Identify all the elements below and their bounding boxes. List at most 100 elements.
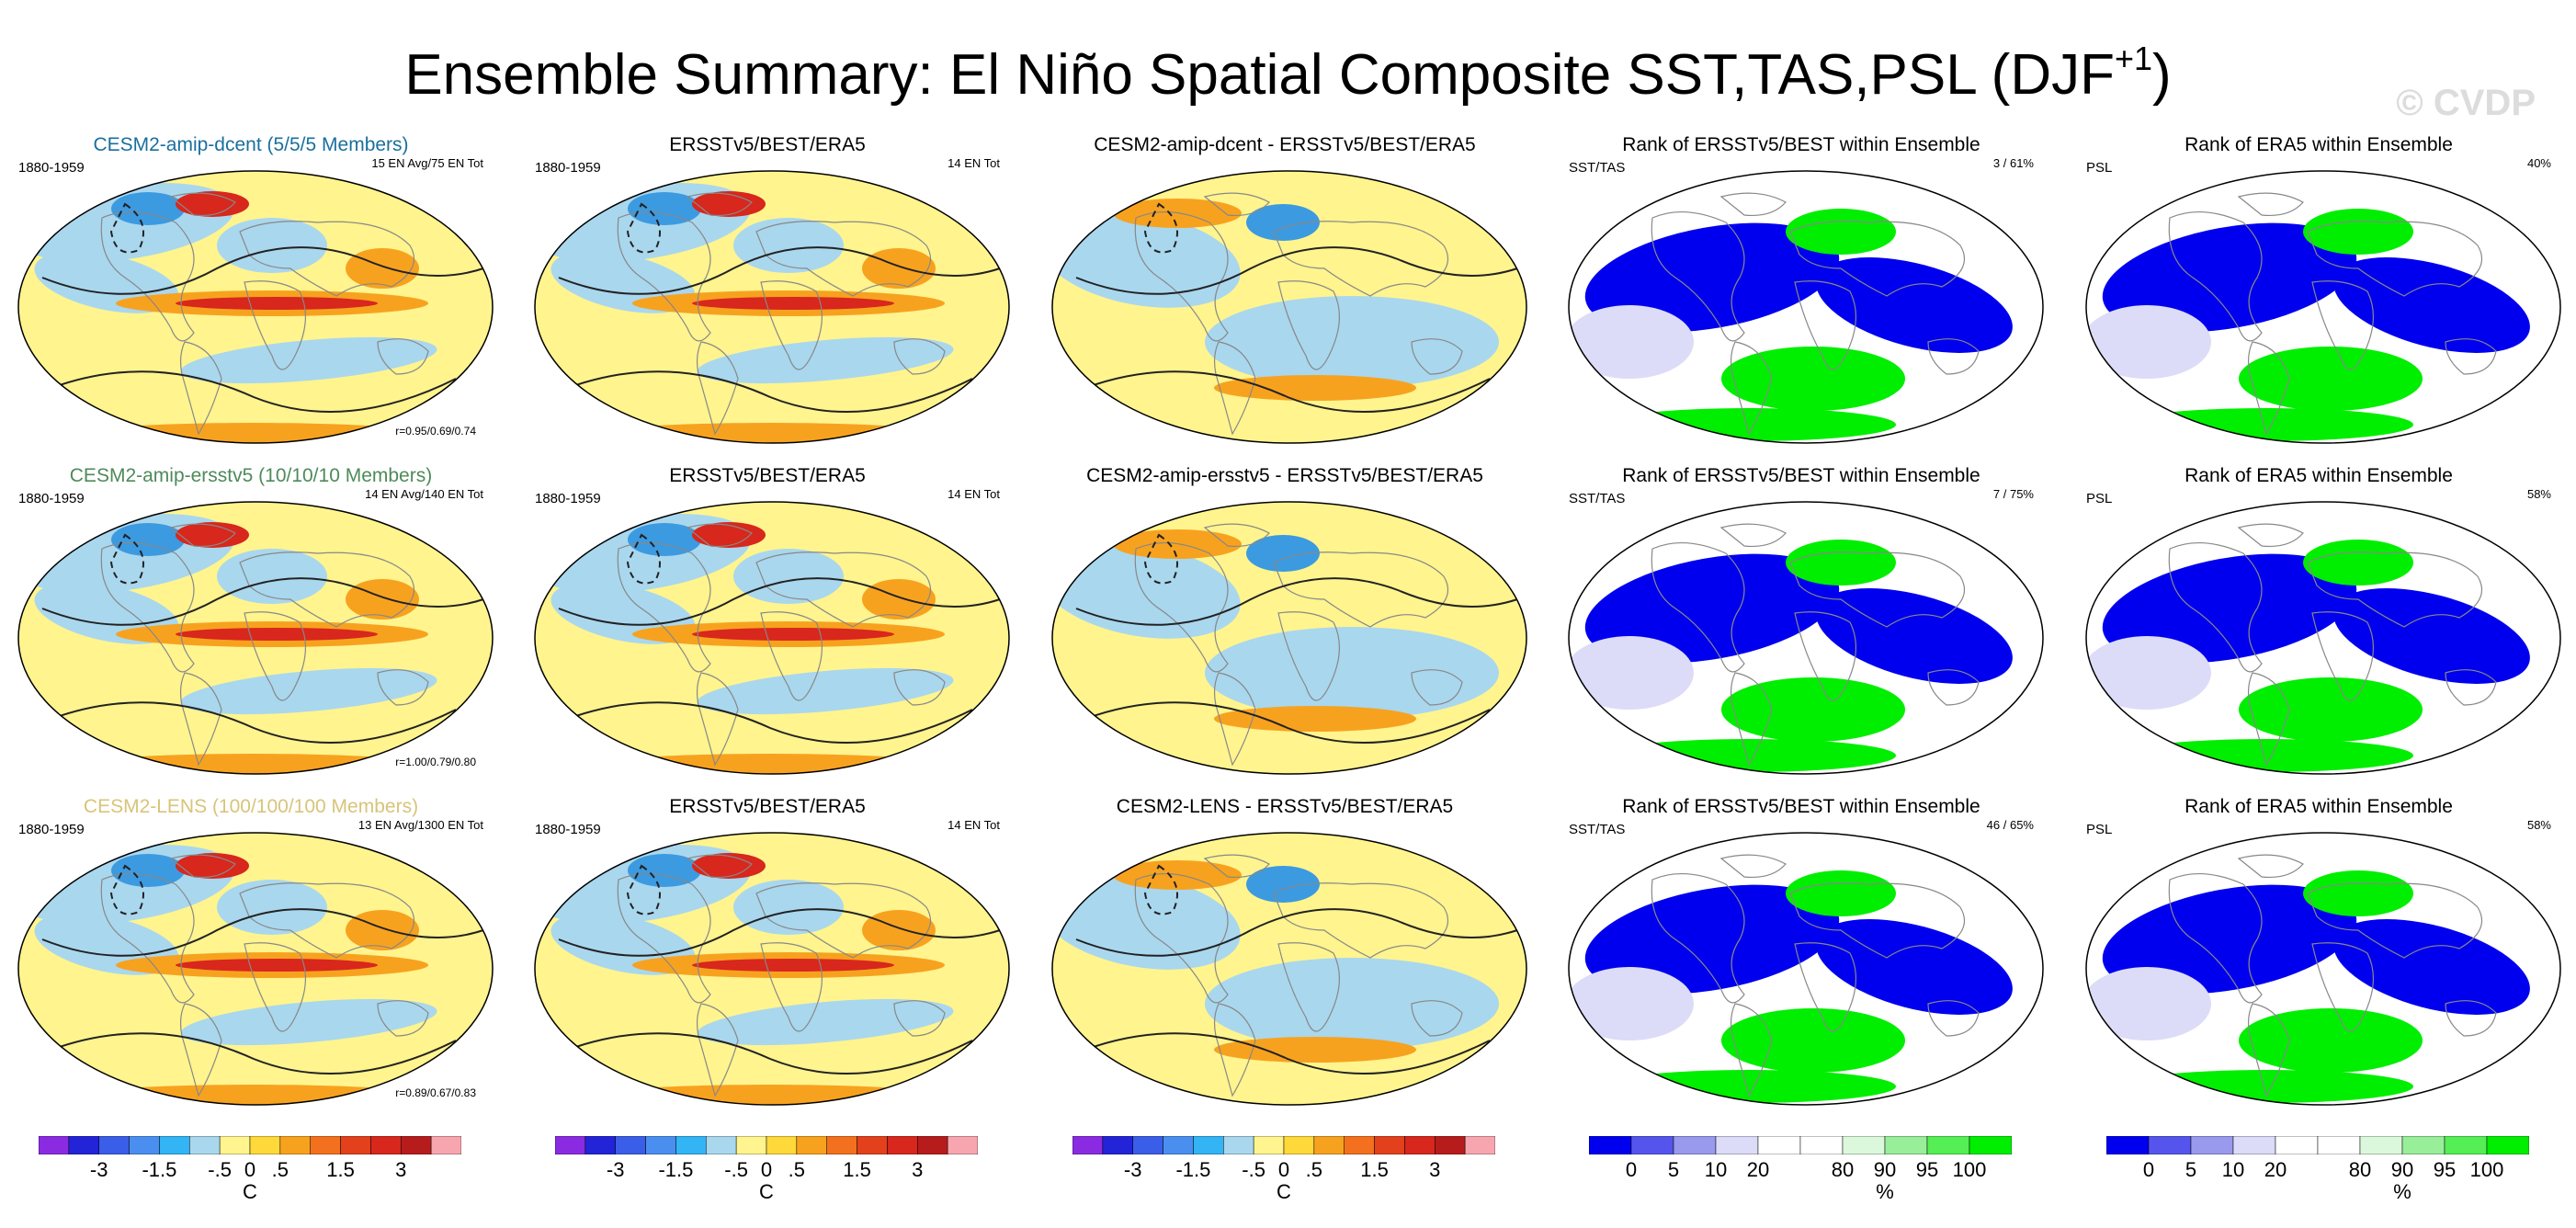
colorbar: -3 -1.5 -.5 0 .5 1.5 3 C	[38, 1135, 480, 1206]
colorbar-tick-label: -.5	[208, 1158, 232, 1181]
map-border	[534, 832, 1010, 1106]
panel-period: 1880-1959	[535, 491, 601, 506]
rank-mid-low-region	[2086, 636, 2211, 710]
panel-title: CESM2-amip-dcent (5/5/5 Members)	[93, 134, 409, 155]
colorbar-swatch	[159, 1135, 190, 1155]
warm-anomaly-indian	[862, 248, 936, 289]
colorbar-swatch	[1715, 1135, 1759, 1155]
colorbar-unit: C	[759, 1180, 774, 1203]
panel-title: Rank of ERSSTv5/BEST within Ensemble	[1622, 796, 1980, 817]
panel-period: PSL	[2086, 822, 2113, 837]
cool-anomaly-north-atlantic	[733, 549, 844, 604]
rank-low-region-east	[1816, 257, 2013, 353]
colorbar-tick-label: 80	[1831, 1158, 1855, 1181]
colorbar-unit: C	[243, 1180, 257, 1203]
rank-low-region	[2102, 553, 2357, 664]
continent-outline	[755, 221, 931, 297]
map-area	[531, 167, 1013, 447]
continent-outline	[1794, 280, 1857, 370]
continent-outline	[1203, 854, 1270, 879]
continent-outline	[1719, 854, 1787, 879]
continent-outline	[2445, 669, 2497, 706]
psl-contour	[558, 908, 1001, 957]
continent-outline	[1203, 523, 1270, 548]
colorbar-swatch	[2148, 1135, 2192, 1155]
strong-negative-difference	[1246, 535, 1320, 572]
cool-anomaly-south-pacific	[180, 998, 437, 1046]
panel-count: 14 EN Tot	[948, 818, 1000, 832]
continent-outline	[377, 338, 429, 375]
continent-outline	[169, 523, 236, 548]
map-border	[534, 501, 1010, 775]
colorbar-swatch	[917, 1135, 948, 1155]
panel-count: 46 / 65%	[1986, 818, 2034, 832]
colorbar-tick-label: 80	[2348, 1158, 2372, 1181]
continent-outline	[2311, 611, 2375, 701]
robinson-map	[534, 832, 1010, 1106]
colorbar-tick-label: 0	[1625, 1158, 1638, 1181]
colorbar-swatch	[1404, 1135, 1436, 1155]
colorbar-tick-label: 5	[2184, 1158, 2197, 1181]
robinson-map	[2085, 832, 2561, 1106]
warm-anomaly-north	[176, 191, 249, 217]
coastlines	[1651, 854, 1980, 1097]
continent-outline	[1134, 542, 1229, 673]
colorbar-swatch	[189, 1135, 221, 1155]
panel-period: 1880-1959	[535, 160, 601, 176]
panel-title: Rank of ERA5 within Ensemble	[2184, 134, 2453, 155]
cool-anomaly-south-pacific	[697, 336, 954, 384]
colorbar-swatch	[706, 1135, 737, 1155]
map-panel: CESM2-amip-dcent - ERSSTv5/BEST/ERA5	[1041, 134, 1528, 447]
continent-outline	[1213, 341, 1256, 436]
robinson-map	[1051, 501, 1527, 775]
el-nino-core	[176, 297, 378, 310]
continent-outline	[1213, 672, 1256, 767]
colorbar-swatch	[584, 1135, 616, 1155]
el-nino-core	[176, 959, 378, 972]
colorbar: -3 -1.5 -.5 0 .5 1.5 3 C	[1072, 1135, 1514, 1206]
continent-outline	[239, 221, 414, 297]
continent-outline	[2307, 551, 2482, 628]
continent-outline	[1134, 211, 1229, 342]
continent-outline	[179, 341, 222, 436]
continent-outline	[2237, 523, 2304, 548]
colorbar-unit: %	[2393, 1180, 2411, 1203]
colorbar-swatch	[1313, 1135, 1345, 1155]
colorbar-tick-label: 3	[395, 1158, 407, 1181]
colorbar-swatch	[2232, 1135, 2276, 1155]
continent-outline	[1411, 1000, 1463, 1037]
robinson-map	[17, 170, 494, 444]
continent-outline	[1719, 192, 1787, 217]
strong-cool-anomaly	[628, 192, 701, 225]
map-border	[1568, 832, 2044, 1106]
continent-outline	[1927, 1000, 1980, 1037]
map-panel: ERSSTv5/BEST/ERA5 1880-1959 14 EN Tot	[524, 465, 1011, 778]
colorbar-swatch	[129, 1135, 160, 1155]
colorbar-swatch	[1757, 1135, 1801, 1155]
positive-difference-south	[1214, 706, 1416, 732]
cool-anomaly-south-pacific	[180, 336, 437, 384]
rank-high-region-south	[2119, 1070, 2413, 1103]
continent-outline	[1730, 341, 1773, 436]
rank-mid-low-region	[2086, 967, 2211, 1040]
coastlines	[100, 523, 429, 767]
robinson-map	[1051, 832, 1527, 1106]
map-panel: ERSSTv5/BEST/ERA5 1880-1959 14 EN Tot	[524, 796, 1011, 1109]
map-area	[1049, 498, 1530, 778]
coastlines	[2168, 523, 2497, 767]
continent-outline	[179, 672, 222, 767]
colorbar-swatch	[1926, 1135, 1970, 1155]
colorbar-tick-label: 90	[2390, 1158, 2414, 1181]
panel-count: 58%	[2526, 487, 2551, 501]
robinson-map	[2085, 170, 2561, 444]
continent-outline	[1719, 523, 1787, 548]
psl-contour	[51, 370, 457, 413]
panel-period: PSL	[2086, 491, 2113, 506]
continent-outline	[617, 873, 711, 1004]
robinson-map	[1568, 832, 2044, 1106]
continent-outline	[2247, 1003, 2290, 1097]
psl-contour	[558, 577, 1001, 626]
rank-high-region-south	[2119, 739, 2413, 772]
pattern-correlation: r=0.95/0.69/0.74	[395, 425, 476, 438]
coastlines	[617, 192, 946, 436]
